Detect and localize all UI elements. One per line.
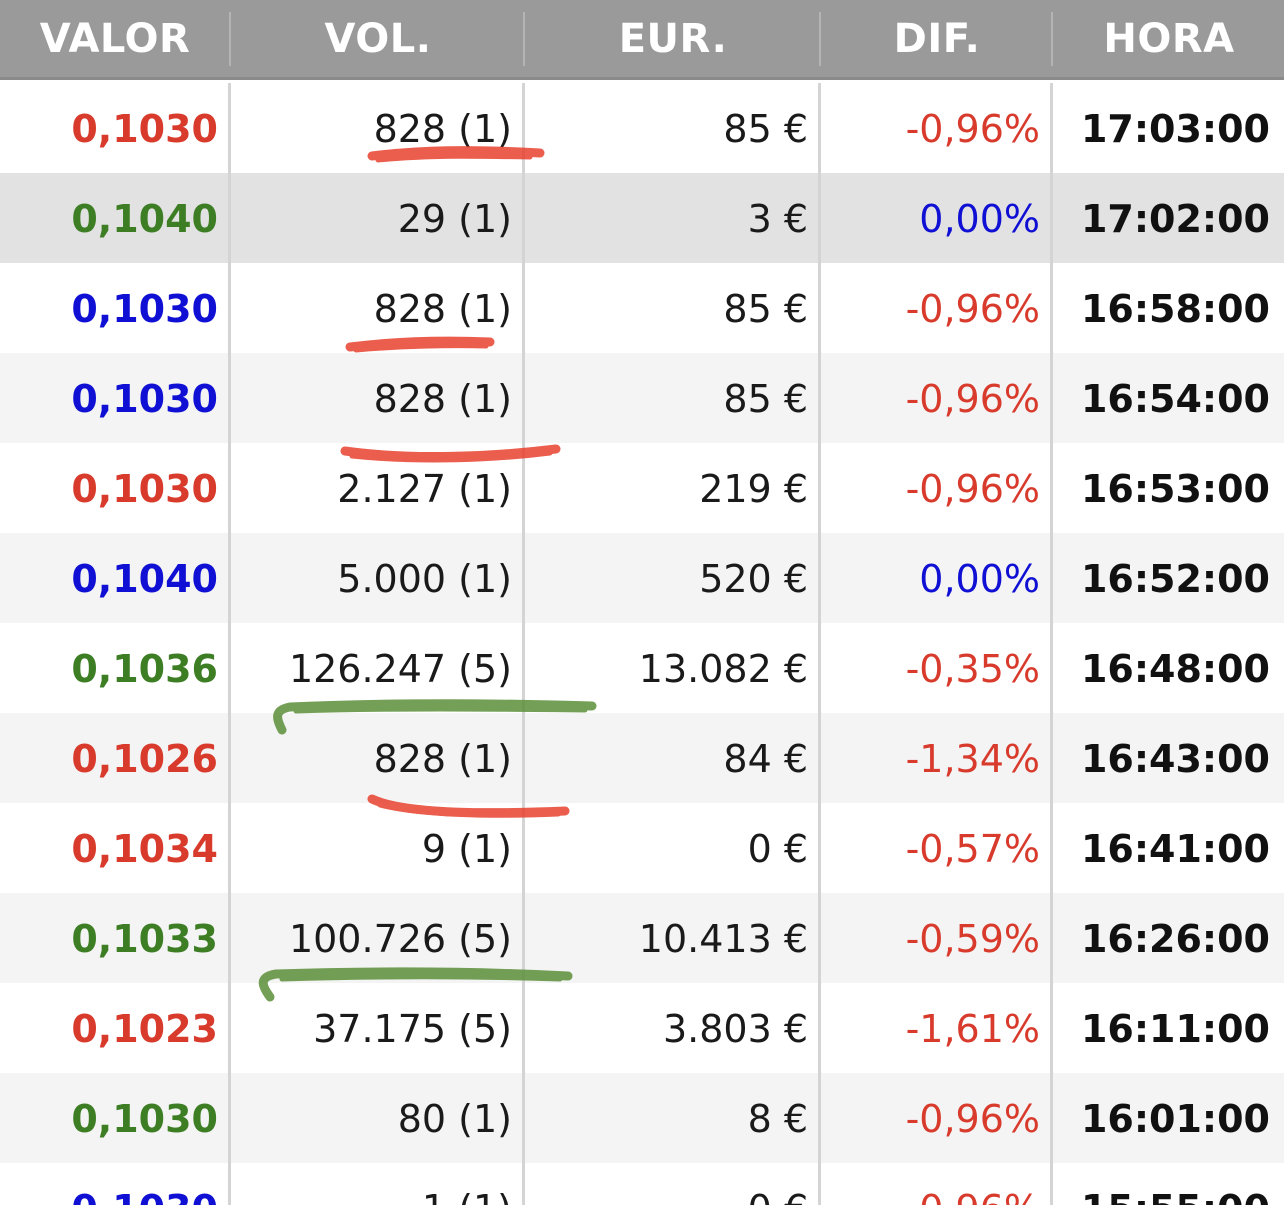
- cell-eur: 13.082 €: [638, 647, 808, 691]
- column-header-hora[interactable]: HORA: [1103, 16, 1235, 62]
- cell-vol: 828 (1): [373, 737, 512, 781]
- cell-vol: 1 (1): [232, 1163, 512, 1205]
- header-divider: [819, 12, 821, 66]
- cell-hora: 17:03:00: [1080, 107, 1270, 151]
- cell-eur: 10.413 €: [638, 917, 808, 961]
- column-header-dif[interactable]: DIF.: [893, 16, 981, 62]
- cell-vol: 828 (1): [373, 107, 512, 151]
- cell-dif: -0,57%: [905, 827, 1040, 871]
- column-header-vol[interactable]: VOL.: [324, 16, 432, 62]
- header-divider: [229, 12, 231, 66]
- cell-eur: 8 €: [747, 1097, 808, 1141]
- cell-eur: 85 €: [723, 107, 808, 151]
- cell-hora: 16:54:00: [1080, 377, 1270, 421]
- cell-eur: 520 €: [699, 557, 808, 601]
- cell-eur: 3 €: [747, 197, 808, 241]
- cell-hora: 16:43:00: [1080, 737, 1270, 781]
- cell-valor: 0,1040: [71, 557, 218, 601]
- table-row[interactable]: 0,1036 126.247 (5) 13.082 € -0,35% 16:48:00: [0, 623, 1284, 713]
- table-row[interactable]: 0,1030 2.127 (1) 219 € -0,96% 16:53:00: [0, 443, 1284, 533]
- cell-dif: -0,96%: [905, 287, 1040, 331]
- table-row[interactable]: 0,1040 29 (1) 3 € 0,00% 17:02:00: [0, 173, 1284, 263]
- cell-vol: 29 (1): [397, 197, 512, 241]
- cell-hora: 16:53:00: [1080, 467, 1270, 511]
- cell-hora: 15:55:00: [1054, 1163, 1270, 1205]
- cell-vol: 9 (1): [421, 827, 512, 871]
- column-header-valor[interactable]: VALOR: [39, 16, 191, 62]
- column-divider: [522, 83, 525, 1205]
- table-row[interactable]: 0,1026 828 (1) 84 € -1,34% 16:43:00: [0, 713, 1284, 803]
- cell-hora: 17:02:00: [1080, 197, 1270, 241]
- cell-hora: 16:58:00: [1080, 287, 1270, 331]
- cell-valor: 0,1030: [71, 1097, 218, 1141]
- cell-valor: 0,1030: [0, 1163, 218, 1205]
- cell-vol: 828 (1): [373, 287, 512, 331]
- cell-valor: 0,1030: [71, 107, 218, 151]
- cell-eur: 85 €: [723, 287, 808, 331]
- cell-dif: -1,34%: [905, 737, 1040, 781]
- cell-vol: 2.127 (1): [337, 467, 512, 511]
- cell-vol: 5.000 (1): [337, 557, 512, 601]
- cell-valor: 0,1036: [71, 647, 218, 691]
- column-divider: [818, 83, 821, 1205]
- cell-eur: 84 €: [723, 737, 808, 781]
- cell-eur: 219 €: [699, 467, 808, 511]
- table-row[interactable]: 0,1040 5.000 (1) 520 € 0,00% 16:52:00: [0, 533, 1284, 623]
- cell-hora: 16:11:00: [1080, 1007, 1270, 1051]
- cell-dif: -0,96%: [905, 1097, 1040, 1141]
- table-row[interactable]: 0,1030 80 (1) 8 € -0,96% 16:01:00: [0, 1073, 1284, 1163]
- cell-valor: 0,1023: [71, 1007, 218, 1051]
- cell-valor: 0,1030: [71, 287, 218, 331]
- header-divider: [523, 12, 525, 66]
- cell-hora: 16:52:00: [1080, 557, 1270, 601]
- cell-dif: -0,59%: [905, 917, 1040, 961]
- cell-valor: 0,1030: [71, 377, 218, 421]
- cell-vol: 100.726 (5): [288, 917, 512, 961]
- column-divider: [1050, 83, 1053, 1205]
- table-row[interactable]: 0,1033 100.726 (5) 10.413 € -0,59% 16:26:00: [0, 893, 1284, 983]
- table-row[interactable]: 0,1030 828 (1) 85 € -0,96% 16:58:00: [0, 263, 1284, 353]
- cell-valor: 0,1040: [71, 197, 218, 241]
- cell-hora: 16:26:00: [1080, 917, 1270, 961]
- table-row[interactable]: 0,1034 9 (1) 0 € -0,57% 16:41:00: [0, 803, 1284, 893]
- cell-eur: 0 €: [526, 1163, 808, 1205]
- cell-valor: 0,1033: [71, 917, 218, 961]
- cell-valor: 0,1034: [71, 827, 218, 871]
- cell-eur: 3.803 €: [662, 1007, 808, 1051]
- table-row[interactable]: 0,1023 37.175 (5) 3.803 € -1,61% 16:11:00: [0, 983, 1284, 1073]
- cell-vol: 37.175 (5): [313, 1007, 512, 1051]
- header-divider: [1051, 12, 1053, 66]
- cell-dif: -0,35%: [905, 647, 1040, 691]
- cell-dif: -0,96%: [905, 377, 1040, 421]
- cell-vol: 126.247 (5): [288, 647, 512, 691]
- cell-dif: -0,96%: [822, 1163, 1040, 1205]
- cell-hora: 16:48:00: [1080, 647, 1270, 691]
- table-row[interactable]: 0,1030 828 (1) 85 € -0,96% 17:03:00: [0, 83, 1284, 173]
- cell-eur: 0 €: [747, 827, 808, 871]
- cell-dif: -0,96%: [905, 107, 1040, 151]
- cell-dif: -1,61%: [905, 1007, 1040, 1051]
- cell-vol: 828 (1): [373, 377, 512, 421]
- cell-dif: -0,96%: [905, 467, 1040, 511]
- table-row[interactable]: 0,1030 1 (1) 0 € -0,96% 15:55:00: [0, 1163, 1284, 1205]
- column-divider: [228, 83, 231, 1205]
- cell-eur: 85 €: [723, 377, 808, 421]
- cell-valor: 0,1026: [71, 737, 218, 781]
- cell-hora: 16:41:00: [1080, 827, 1270, 871]
- table-header: VALOR VOL. EUR. DIF. HORA: [0, 0, 1284, 80]
- cell-vol: 80 (1): [397, 1097, 512, 1141]
- table-row[interactable]: 0,1030 828 (1) 85 € -0,96% 16:54:00: [0, 353, 1284, 443]
- cell-hora: 16:01:00: [1080, 1097, 1270, 1141]
- cell-dif: 0,00%: [919, 557, 1040, 601]
- column-header-eur[interactable]: EUR.: [618, 16, 728, 62]
- cell-valor: 0,1030: [71, 467, 218, 511]
- cell-dif: 0,00%: [919, 197, 1040, 241]
